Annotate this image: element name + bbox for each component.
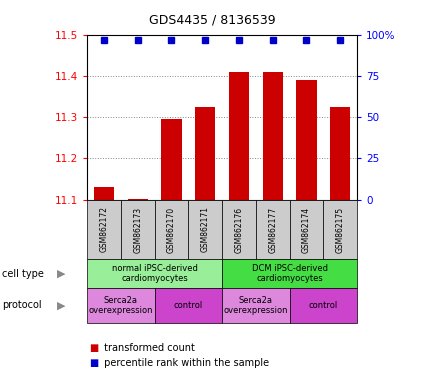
Text: GSM862173: GSM862173	[133, 206, 142, 253]
Bar	[296, 80, 317, 200]
Text: cell type: cell type	[2, 268, 44, 279]
Text: GSM862172: GSM862172	[99, 207, 108, 252]
Text: ■: ■	[89, 343, 99, 353]
Text: ▶: ▶	[57, 268, 66, 279]
Text: GSM862176: GSM862176	[235, 206, 244, 253]
Bar	[128, 199, 148, 200]
Text: GSM862174: GSM862174	[302, 206, 311, 253]
Text: DCM iPSC-derived
cardiomyocytes: DCM iPSC-derived cardiomyocytes	[252, 264, 328, 283]
Text: GDS4435 / 8136539: GDS4435 / 8136539	[149, 13, 276, 26]
Bar	[330, 107, 350, 200]
Text: Serca2a
overexpression: Serca2a overexpression	[224, 296, 288, 315]
Text: normal iPSC-derived
cardiomyocytes: normal iPSC-derived cardiomyocytes	[112, 264, 198, 283]
Text: Serca2a
overexpression: Serca2a overexpression	[88, 296, 153, 315]
Text: ■: ■	[89, 358, 99, 368]
Text: percentile rank within the sample: percentile rank within the sample	[101, 358, 269, 368]
Bar	[229, 72, 249, 200]
Text: GSM862177: GSM862177	[268, 206, 277, 253]
Text: control: control	[174, 301, 203, 310]
Text: GSM862171: GSM862171	[201, 207, 210, 252]
Text: GSM862170: GSM862170	[167, 206, 176, 253]
Text: control: control	[309, 301, 338, 310]
Text: GSM862175: GSM862175	[336, 206, 345, 253]
Bar	[195, 107, 215, 200]
Text: ▶: ▶	[57, 300, 66, 310]
Text: transformed count: transformed count	[101, 343, 195, 353]
Text: protocol: protocol	[2, 300, 42, 310]
Bar	[94, 187, 114, 200]
Bar	[263, 72, 283, 200]
Bar	[162, 119, 181, 200]
